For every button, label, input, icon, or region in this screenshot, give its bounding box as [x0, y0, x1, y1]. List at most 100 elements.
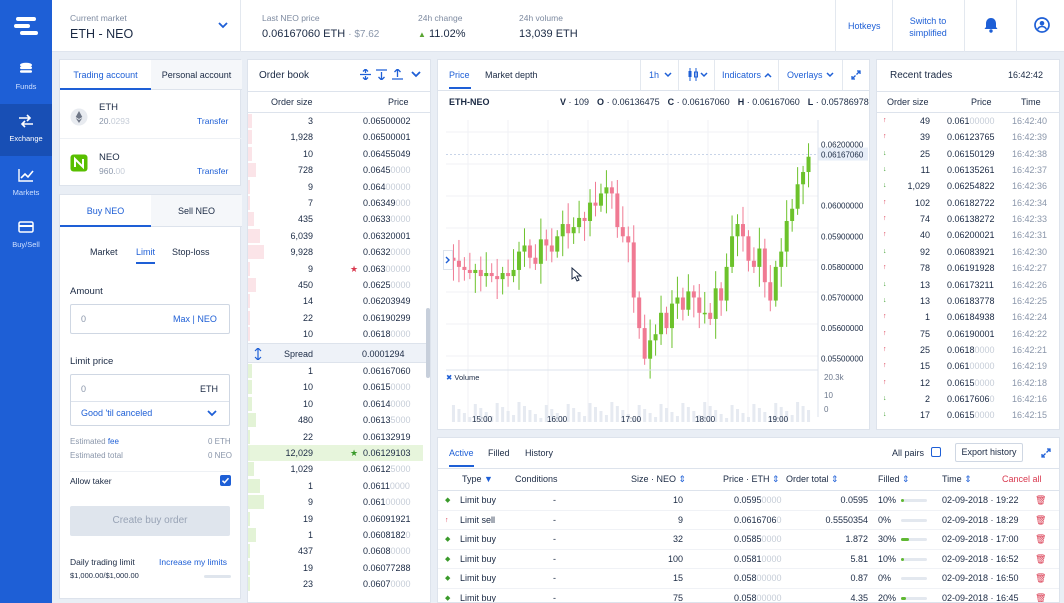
indicators-button[interactable]: Indicators — [722, 70, 762, 80]
tab-active[interactable]: Active — [449, 448, 474, 458]
order-row[interactable]: ◆ Limit buy - 32 0.05850000 1.872 30% 02-09-201… — [438, 530, 1059, 550]
orderbook-row[interactable]: 1,029 0.06125000 — [248, 461, 423, 477]
orderbook-row[interactable]: 19 0.06091921 — [248, 511, 423, 527]
max-button[interactable]: Max — [173, 314, 191, 324]
switch-simplified-button[interactable]: Switch to simplified — [909, 16, 947, 38]
tab-market-depth[interactable]: Market depth — [485, 70, 538, 80]
trash-icon[interactable]: 🗑 — [1035, 534, 1047, 544]
chevron-down-icon[interactable] — [664, 72, 672, 78]
trash-icon[interactable]: 🗑 — [1035, 553, 1047, 564]
orderbook-row[interactable]: 10 0.06150000 — [248, 379, 423, 395]
fee-link[interactable]: fee — [107, 437, 119, 446]
interval-select[interactable]: 1h — [649, 70, 660, 80]
orderbook-row[interactable]: 19 0.06077288 — [248, 560, 423, 576]
hotkeys-button[interactable]: Hotkeys — [848, 21, 881, 31]
bids-only-icon[interactable] — [376, 69, 387, 80]
tab-filled[interactable]: Filled — [488, 448, 510, 458]
chevron-down-icon[interactable] — [826, 72, 834, 78]
allow-taker-checkbox[interactable] — [220, 475, 231, 486]
orderbook-row[interactable]: 23 0.06070000 — [248, 576, 423, 592]
orderbook-row[interactable]: 9,928 0.06320000 — [248, 244, 423, 260]
orderbook-row[interactable]: 3 0.06500002 — [248, 113, 423, 129]
tab-personal-account[interactable]: Personal account — [151, 60, 242, 90]
nav-item-markets[interactable]: Markets — [0, 168, 52, 218]
orderbook-row[interactable]: 437 0.06080000 — [248, 543, 423, 559]
col-type[interactable]: Type — [462, 474, 482, 484]
orderbook-row[interactable]: 22 0.06132919 — [248, 429, 423, 445]
order-type-limit[interactable]: Limit — [136, 247, 156, 264]
limit-price-input[interactable]: 0 ETH Good 'til canceled — [70, 374, 230, 426]
volume-close-icon[interactable]: ✖ — [446, 373, 453, 382]
expand-icon[interactable] — [1041, 448, 1051, 458]
sort-icon[interactable]: ⇕ — [902, 474, 910, 484]
order-type-stoploss[interactable]: Stop-loss — [172, 247, 210, 257]
orderbook-row[interactable]: 1,928 0.06500001 — [248, 129, 423, 145]
chevron-down-icon[interactable] — [218, 22, 228, 29]
time-in-force-select[interactable]: Good 'til canceled — [81, 408, 153, 418]
amount-input[interactable]: 0 Max | NEO — [70, 304, 230, 334]
chevron-down-icon[interactable] — [411, 71, 421, 78]
chevron-up-icon[interactable] — [764, 72, 772, 78]
sort-icon[interactable]: ⇕ — [772, 474, 780, 484]
orderbook-row[interactable]: 6,039 0.06320001 — [248, 228, 423, 244]
scrollbar-thumb[interactable] — [426, 308, 430, 378]
chevron-down-icon[interactable] — [207, 410, 217, 417]
bell-icon[interactable] — [984, 17, 998, 33]
market-selector[interactable]: Current market ETH - NEO — [70, 13, 133, 41]
order-type-market[interactable]: Market — [90, 247, 118, 257]
asks-only-icon[interactable] — [392, 69, 403, 80]
tab-sell[interactable]: Sell NEO — [151, 195, 242, 227]
order-row[interactable]: ◆ Limit buy - 15 0.05800000 0.87 0% 02-09-2018 … — [438, 569, 1059, 589]
orderbook-row[interactable]: 22 0.06190299 — [248, 310, 423, 326]
nav-item-exchange[interactable]: Exchange — [0, 104, 52, 156]
col-size[interactable]: Size · NEO — [631, 474, 677, 484]
increase-limits-link[interactable]: Increase my limits — [159, 557, 228, 567]
sort-icon[interactable]: ⇕ — [678, 474, 687, 484]
col-time[interactable]: Time — [942, 474, 962, 484]
tab-history[interactable]: History — [525, 448, 554, 458]
tab-price[interactable]: Price — [449, 70, 470, 80]
chart-side-toggle[interactable] — [443, 250, 453, 270]
transfer-link[interactable]: Transfer — [197, 166, 229, 176]
orderbook-row[interactable]: 450 0.06250000 — [248, 277, 423, 293]
trash-icon[interactable]: 🗑 — [1035, 514, 1047, 525]
nav-item-funds[interactable]: Funds — [0, 62, 52, 112]
logo-icon[interactable] — [12, 12, 40, 40]
order-row[interactable]: ◆ Limit buy - 75 0.05800000 4.35 20% 02-09-2018… — [438, 589, 1059, 603]
price-chart[interactable]: 0.06200000 0.06167060 0.06000000 0.05900000… — [438, 112, 870, 430]
tab-buy[interactable]: Buy NEO — [60, 195, 151, 227]
sort-icon[interactable]: ⇕ — [831, 474, 839, 484]
order-row[interactable]: ◆ Limit buy -10 0.05950000 0.0595 10% 02-09-20… — [438, 491, 1059, 511]
col-filled[interactable]: Filled — [878, 474, 900, 484]
orderbook-row[interactable]: 9 ★ 0.06300000 — [248, 261, 423, 277]
order-row[interactable]: ◆ Limit buy - 100 0.05810000 5.81 10% 02-09-201… — [438, 550, 1059, 569]
tab-trading-account[interactable]: Trading account — [60, 60, 151, 90]
transfer-link[interactable]: Transfer — [197, 116, 229, 126]
orderbook-row[interactable]: 10 0.06140000 — [248, 396, 423, 412]
orderbook-row[interactable]: 7 0.06349000 — [248, 195, 423, 211]
expand-vertical-icon[interactable] — [254, 348, 262, 360]
overlays-button[interactable]: Overlays — [787, 70, 823, 80]
orderbook-row[interactable]: 728 0.06450000 — [248, 162, 423, 178]
orderbook-row[interactable]: 1 0.06081820 — [248, 527, 423, 543]
col-order-total[interactable]: Order total — [786, 474, 829, 484]
sort-icon[interactable]: ⇕ — [964, 474, 972, 484]
orderbook-row[interactable]: 480 0.06135000 — [248, 412, 423, 428]
trash-icon[interactable]: 🗑 — [1035, 495, 1047, 505]
orderbook-row[interactable]: 1 0.06167060 — [248, 363, 423, 379]
nav-item-buysell[interactable]: Buy/Sell — [0, 220, 52, 270]
all-pairs-checkbox[interactable] — [931, 447, 941, 457]
orderbook-row[interactable]: 1 0.06110000 — [248, 478, 423, 494]
filter-icon[interactable]: ▼ — [484, 474, 493, 484]
orderbook-row[interactable]: 10 0.06180000 — [248, 326, 423, 342]
order-row[interactable]: ↑ Limit sell - 9 0.06167060 0.5550354 0% 02-09-… — [438, 511, 1059, 530]
chevron-down-icon[interactable] — [700, 72, 708, 78]
orderbook-row[interactable]: 9 0.06400000 — [248, 179, 423, 195]
orderbook-row[interactable]: 12,029 ★ 0.06129103 — [248, 445, 423, 462]
orderbook-row[interactable]: 435 0.06330000 — [248, 211, 423, 227]
candle-type-icon[interactable] — [687, 68, 699, 81]
user-avatar-icon[interactable] — [1034, 17, 1050, 33]
export-history-button[interactable]: Export history — [955, 443, 1023, 462]
trash-icon[interactable]: 🗑 — [1035, 573, 1047, 583]
both-sides-icon[interactable] — [360, 69, 371, 80]
